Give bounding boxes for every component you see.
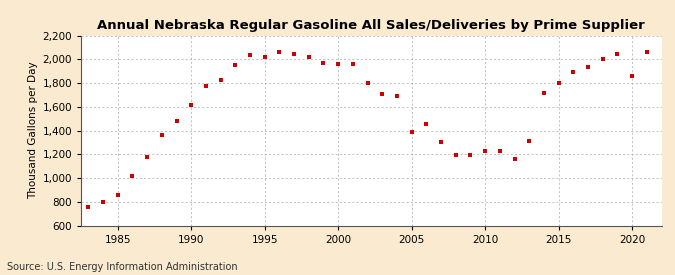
- Point: [421, 121, 432, 126]
- Point: [112, 192, 123, 197]
- Point: [303, 55, 314, 59]
- Point: [98, 200, 109, 204]
- Title: Annual Nebraska Regular Gasoline All Sales/Deliveries by Prime Supplier: Annual Nebraska Regular Gasoline All Sal…: [97, 19, 645, 32]
- Point: [554, 81, 564, 85]
- Point: [157, 133, 167, 138]
- Point: [215, 78, 226, 82]
- Point: [465, 153, 476, 157]
- Point: [406, 130, 417, 134]
- Point: [597, 57, 608, 62]
- Text: Source: U.S. Energy Information Administration: Source: U.S. Energy Information Administ…: [7, 262, 238, 272]
- Point: [392, 94, 402, 98]
- Point: [318, 61, 329, 65]
- Point: [127, 174, 138, 178]
- Point: [583, 65, 593, 69]
- Point: [435, 140, 446, 145]
- Point: [142, 155, 153, 160]
- Point: [274, 50, 285, 54]
- Point: [200, 84, 211, 88]
- Point: [509, 157, 520, 161]
- Point: [612, 51, 623, 56]
- Point: [641, 50, 652, 54]
- Point: [626, 74, 637, 78]
- Point: [230, 63, 241, 68]
- Point: [539, 90, 549, 95]
- Y-axis label: Thousand Gallons per Day: Thousand Gallons per Day: [28, 62, 38, 199]
- Point: [244, 53, 255, 57]
- Point: [171, 119, 182, 123]
- Point: [524, 139, 535, 144]
- Point: [568, 70, 578, 74]
- Point: [348, 62, 358, 66]
- Point: [480, 148, 491, 153]
- Point: [377, 92, 387, 96]
- Point: [495, 148, 506, 153]
- Point: [362, 81, 373, 85]
- Point: [289, 51, 300, 56]
- Point: [259, 55, 270, 59]
- Point: [186, 102, 196, 107]
- Point: [450, 153, 461, 157]
- Point: [333, 62, 344, 66]
- Point: [83, 205, 94, 209]
